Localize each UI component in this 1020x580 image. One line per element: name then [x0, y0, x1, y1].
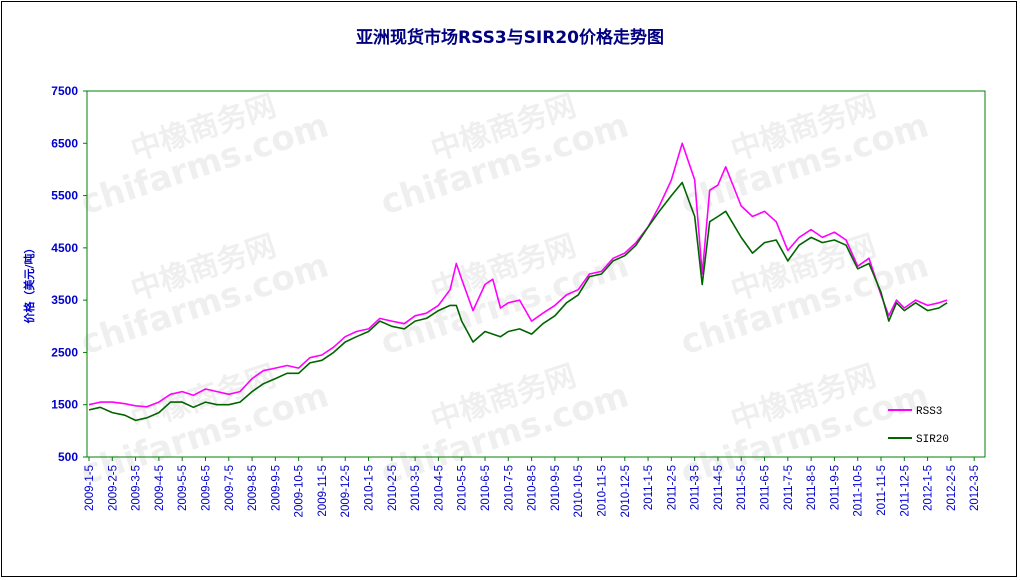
x-tick-label: 2009-8-5	[247, 465, 259, 511]
x-tick-label: 2010-1-5	[364, 465, 376, 511]
x-tick-label: 2009-11-5	[317, 465, 329, 517]
legend-label-rss3: RSS3	[916, 406, 942, 418]
plot-area	[86, 90, 986, 458]
x-tick-label: 2011-10-5	[853, 465, 865, 517]
x-tick-label: 2011-4-5	[713, 465, 725, 510]
x-tick-label: 2011-12-5	[899, 465, 911, 517]
y-tick-label: 2500	[51, 345, 78, 359]
x-tick-label: 2011-6-5	[760, 465, 772, 510]
x-tick-label: 2012-3-5	[969, 465, 981, 511]
x-tick-label: 2010-12-5	[620, 465, 632, 517]
x-tick-label: 2009-4-5	[154, 465, 166, 511]
y-tick-label: 4500	[51, 241, 78, 255]
x-tick-label: 2009-2-5	[107, 465, 119, 511]
x-tick-label: 2012-2-5	[946, 465, 958, 511]
x-tick-label: 2010-6-5	[480, 465, 492, 511]
series-layer	[88, 142, 948, 422]
chart-title: 亚洲现货市场RSS3与SIR20价格走势图	[356, 27, 664, 48]
y-axis-label: 价格（美元/吨）	[22, 242, 36, 323]
x-axis: 2009-1-5 2009-2-5 2009-3-5 2009-4-5 2009-5-5…	[84, 457, 981, 517]
x-tick-label: 2011-9-5	[829, 465, 841, 510]
x-tick-label: 2011-8-5	[806, 465, 818, 510]
x-tick-label: 2010-11-5	[596, 465, 608, 517]
x-tick-label: 2010-2-5	[387, 465, 399, 511]
x-tick-label: 2010-10-5	[573, 465, 585, 517]
x-tick-label: 2009-5-5	[177, 465, 189, 511]
x-tick-label: 2012-1-5	[923, 465, 935, 511]
x-tick-label: 2011-1-5	[643, 465, 655, 510]
x-tick-label: 2010-4-5	[433, 465, 445, 511]
x-tick-label: 2009-6-5	[200, 465, 212, 511]
x-tick-label: 2011-7-5	[783, 465, 795, 510]
legend-label-sir20: SIR20	[916, 434, 949, 446]
y-tick-label: 3500	[51, 293, 78, 307]
legend: RSS3 SIR20	[888, 406, 949, 446]
x-tick-label: 2009-3-5	[131, 465, 143, 511]
x-tick-label: 2010-7-5	[503, 465, 515, 511]
x-tick-label: 2010-9-5	[550, 465, 562, 511]
x-tick-label: 2011-5-5	[736, 465, 748, 510]
y-tick-label: 6500	[51, 136, 78, 150]
y-tick-label: 7500	[51, 84, 78, 98]
x-tick-label: 2010-3-5	[410, 465, 422, 511]
x-tick-label: 2011-3-5	[690, 465, 702, 510]
x-tick-label: 2009-9-5	[270, 465, 282, 511]
y-axis: 500 1500 2500 3500 4500 5500 6500 7500	[51, 84, 87, 464]
series-line-rss3	[88, 142, 948, 408]
y-tick-label: 500	[58, 450, 78, 464]
x-tick-label: 2010-5-5	[457, 465, 469, 511]
series-line-sir20	[88, 181, 948, 422]
x-tick-label: 2009-1-5	[84, 465, 96, 511]
x-tick-label: 2009-7-5	[224, 465, 236, 511]
x-tick-label: 2010-8-5	[527, 465, 539, 511]
x-tick-label: 2009-12-5	[340, 465, 352, 517]
y-tick-label: 1500	[51, 398, 78, 412]
x-tick-label: 2011-2-5	[666, 465, 678, 510]
y-tick-label: 5500	[51, 189, 78, 203]
x-tick-label: 2011-11-5	[876, 465, 888, 516]
x-tick-label: 2009-10-5	[294, 465, 306, 517]
